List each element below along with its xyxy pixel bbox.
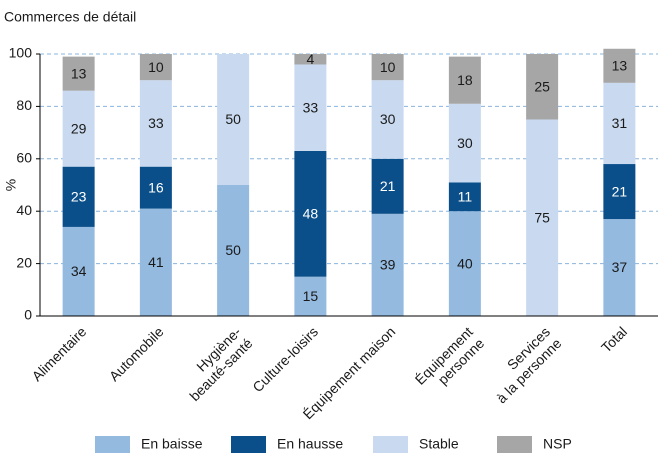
bar-segment <box>294 276 327 316</box>
value-label: 40 <box>457 255 473 271</box>
x-tick-label: Équipementpersonne <box>411 323 487 399</box>
value-label: 10 <box>148 59 164 75</box>
bar-segment <box>139 80 172 167</box>
value-label: 23 <box>71 188 87 204</box>
bar-segment <box>139 166 172 209</box>
value-label: 25 <box>534 78 550 94</box>
x-tick-label: Servicesà la personne <box>482 323 565 406</box>
bar-segment <box>139 208 172 316</box>
y-tick-label: 60 <box>16 150 32 166</box>
value-label: 16 <box>148 179 164 195</box>
y-tick-label: 0 <box>24 307 32 323</box>
bar-segment <box>603 82 636 165</box>
value-label: 41 <box>148 254 164 270</box>
bar-segment <box>448 56 481 104</box>
bar-segment <box>603 48 636 83</box>
value-label: 50 <box>225 242 241 258</box>
bar-segment <box>217 185 250 316</box>
bar-segment <box>603 164 636 220</box>
value-label: 11 <box>458 188 473 204</box>
bar-segment <box>371 213 404 316</box>
value-label: 34 <box>71 263 87 279</box>
value-label: 18 <box>457 72 473 88</box>
legend-swatch <box>373 436 408 453</box>
value-label: 50 <box>225 111 241 127</box>
bar-segment <box>62 90 95 167</box>
legend-swatch <box>95 436 130 453</box>
bar-segment <box>62 226 95 316</box>
legend-label: Stable <box>419 436 459 452</box>
bar-segment <box>294 54 327 65</box>
value-label: 30 <box>457 135 473 151</box>
value-label: 31 <box>612 115 628 131</box>
bar-segment <box>371 158 404 214</box>
y-tick-label: 80 <box>16 97 32 113</box>
legend-label: En baisse <box>141 436 203 452</box>
y-tick-label: 40 <box>16 202 32 218</box>
bar-segment <box>371 54 404 81</box>
bar-segment <box>526 54 559 120</box>
legend-swatch <box>497 436 532 453</box>
value-label: 29 <box>71 120 87 136</box>
bar-segment <box>371 80 404 159</box>
bar-segment <box>448 103 481 183</box>
bar-segment <box>217 54 250 185</box>
value-label: 21 <box>612 183 628 199</box>
value-label: 13 <box>71 65 87 81</box>
value-label: 13 <box>612 57 628 73</box>
bar-segment <box>62 56 95 91</box>
legend-label: NSP <box>543 436 572 452</box>
x-tick-label: Culture-loisirs <box>249 323 321 395</box>
value-label: 15 <box>303 288 319 304</box>
value-label: 30 <box>380 111 396 127</box>
y-tick-label: 100 <box>9 45 33 61</box>
value-label: 39 <box>380 257 396 273</box>
bar-segment <box>448 211 481 316</box>
x-tick-label: Alimentaire <box>29 323 90 384</box>
bar-segment <box>294 150 327 277</box>
bar-segment <box>294 64 327 151</box>
value-label: 33 <box>303 99 319 115</box>
legend-swatch <box>231 436 266 453</box>
x-tick-label: Total <box>598 323 630 355</box>
y-axis-label: % <box>3 179 19 191</box>
value-label: 75 <box>534 209 550 225</box>
x-tick-label: Automobile <box>106 323 167 384</box>
bar-segment <box>603 219 636 316</box>
value-label: 21 <box>380 178 396 194</box>
chart-title: Commerces de détail <box>4 9 136 25</box>
bar-segment <box>448 182 481 212</box>
bar-segment <box>526 119 559 316</box>
bar-segment <box>62 166 95 227</box>
y-tick-label: 20 <box>16 254 32 270</box>
value-label: 48 <box>303 206 319 222</box>
value-label: 10 <box>380 59 396 75</box>
value-label: 37 <box>612 259 628 275</box>
x-tick-label: Hygiène-beauté-santé <box>175 323 256 404</box>
value-label: 4 <box>306 51 314 67</box>
value-label: 33 <box>148 115 164 131</box>
legend-label: En hausse <box>277 436 343 452</box>
bar-segment <box>139 54 172 81</box>
